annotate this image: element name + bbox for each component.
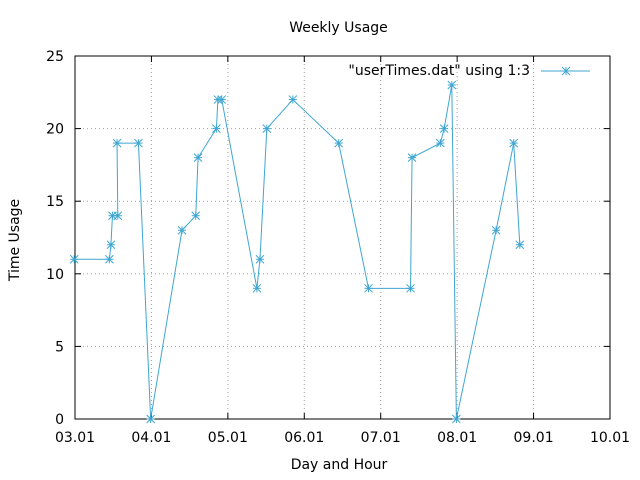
data-point-4-stroke-3 [113,211,123,221]
legend-marker-symbol-stroke-3 [561,66,571,76]
data-point-21 [407,153,417,162]
x-tick-label: 10.01 [590,430,630,446]
data-point-6 [134,138,143,148]
data-point-2-stroke-3 [106,240,116,250]
data-point-23 [439,124,449,133]
data-point-0-stroke-3 [69,254,79,264]
data-point-16 [262,124,272,133]
data-point-17 [288,95,298,104]
plot-frame [74,55,611,420]
series-markers [69,80,525,424]
data-point-19-stroke-3 [364,283,373,293]
data-point-15 [255,254,265,264]
x-tick-label: 05.01 [208,430,248,446]
data-point-10-stroke-3 [193,153,203,162]
data-point-25-stroke-3 [452,414,461,424]
data-point-14-stroke-3 [252,283,262,293]
y-tick-label: 10 [46,267,64,283]
x-axis-label: Day and Hour [291,457,388,473]
x-tick-label: 08.01 [437,430,477,446]
data-point-28 [515,240,525,250]
y-tick-label: 5 [55,339,64,355]
data-point-22 [435,138,445,148]
chart-title: Weekly Usage [289,20,388,36]
data-point-8 [177,225,187,235]
data-point-15-stroke-3 [255,254,265,264]
y-tick-labels: 0 5 10 15 20 25 [46,49,64,428]
data-point-14 [252,283,262,293]
tick-layer [74,55,611,420]
data-point-24-stroke-3 [447,80,457,90]
data-point-1 [105,254,114,264]
data-point-6-stroke-3 [134,138,143,148]
data-point-21-stroke-3 [407,153,417,162]
data-point-20 [406,283,415,293]
data-point-4 [113,211,123,221]
data-point-19 [364,283,373,293]
data-point-22-stroke-3 [435,138,445,148]
data-point-28-stroke-3 [515,240,525,250]
y-axis-label: Time Usage [7,199,23,282]
data-point-5 [112,138,122,148]
data-point-16-stroke-3 [262,124,272,133]
series-layer [69,80,525,424]
legend-marker-symbol [561,66,571,76]
data-point-18-stroke-3 [334,138,344,148]
x-tick-label: 03.01 [55,430,95,446]
data-point-11 [212,124,221,133]
data-point-11-stroke-3 [212,124,221,133]
series-line [74,84,521,420]
data-point-13 [217,95,227,104]
data-point-2 [106,240,116,250]
y-tick-label: 25 [46,49,64,65]
data-point-1-stroke-3 [105,254,114,264]
x-tick-label: 04.01 [131,430,171,446]
data-point-9 [191,211,201,221]
data-point-18 [334,138,344,148]
x-tick-label: 09.01 [514,430,554,446]
y-tick-label: 20 [46,122,64,138]
data-point-27 [509,138,519,148]
data-point-7-stroke-3 [146,414,156,424]
data-point-7 [146,414,156,424]
data-point-23-stroke-3 [439,124,449,133]
data-point-10 [193,153,203,162]
data-point-27-stroke-3 [509,138,519,148]
data-point-26-stroke-3 [491,225,501,235]
data-point-26 [491,225,501,235]
legend-marker [561,66,571,76]
x-tick-label: 07.01 [361,430,401,446]
data-point-20-stroke-3 [406,283,415,293]
data-point-25 [452,414,461,424]
data-point-13-stroke-3 [217,95,227,104]
x-tick-label: 06.01 [284,430,324,446]
data-point-0 [69,254,79,264]
data-point-9-stroke-3 [191,211,201,221]
y-tick-label: 15 [46,194,64,210]
y-tick-label: 0 [55,412,64,428]
data-point-8-stroke-3 [177,225,187,235]
legend-label: "userTimes.dat" using 1:3 [348,63,530,79]
x-tick-labels: 03.01 04.01 05.01 06.01 07.01 08.01 09.01 10.01 [55,430,630,446]
data-point-24 [447,80,457,90]
data-point-5-stroke-3 [112,138,122,148]
legend: "userTimes.dat" using 1:3 [348,63,590,79]
grid-layer [75,56,610,419]
data-point-17-stroke-3 [288,95,298,104]
